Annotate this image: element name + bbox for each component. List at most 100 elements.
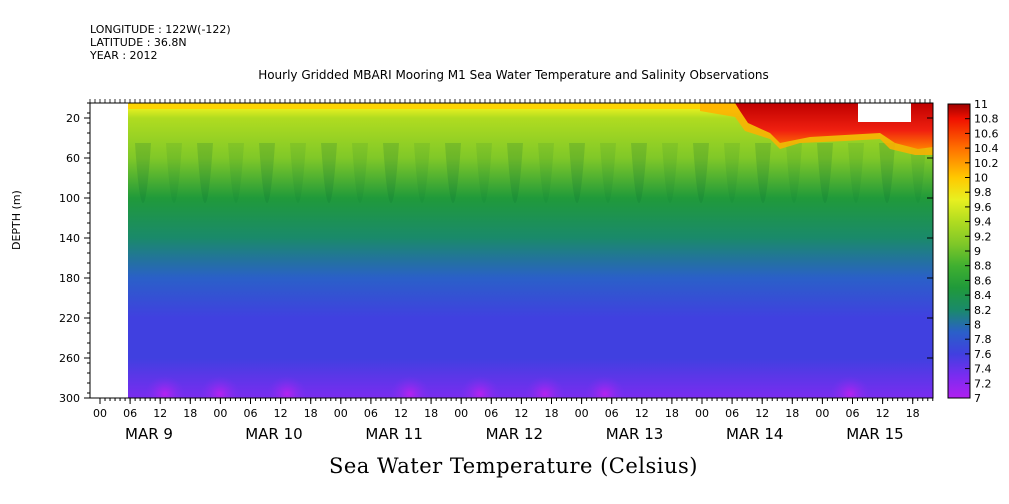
- cold-bottom-patch: [200, 376, 240, 398]
- diurnal-plume: [290, 143, 306, 203]
- colorbar-tick-label: 8.2: [974, 304, 992, 317]
- axes: 20 60 100 140 180 220 260 300 00 06 12 18 00 06 12 18 00…: [59, 99, 934, 443]
- colorbar-tick-label: 8.4: [974, 289, 992, 302]
- x-tick-label: 06: [123, 407, 137, 420]
- diurnal-plume: [414, 143, 430, 203]
- colorbar-tick-label: 9.6: [974, 201, 992, 214]
- diurnal-plume: [166, 143, 182, 203]
- x-tick-label: 06: [725, 407, 739, 420]
- x-tick-label: 00: [695, 407, 709, 420]
- colorbar-tick-label: 9.2: [974, 230, 992, 243]
- colorbar-tick-label: 8: [974, 319, 981, 332]
- diurnal-plume: [631, 143, 647, 203]
- diurnal-plume: [228, 143, 244, 203]
- day-label: MAR 14: [726, 425, 783, 443]
- cold-bottom-patch: [460, 376, 500, 398]
- y-tick-label: 300: [59, 392, 80, 405]
- x-tick-label: 00: [575, 407, 589, 420]
- y-tick-label: 140: [59, 232, 80, 245]
- x-tick-label: 06: [364, 407, 378, 420]
- colorbar-tick-label: 10.8: [974, 113, 999, 126]
- colorbar-tick-label: 7.2: [974, 377, 992, 390]
- colorbar-tick-label: 10.6: [974, 127, 999, 140]
- colorbar-tick-label: 9.8: [974, 186, 992, 199]
- diurnal-plume: [197, 143, 213, 203]
- x-tick-label: 18: [304, 407, 318, 420]
- cold-bottom-patch: [525, 376, 565, 398]
- x-tick-label: 00: [93, 407, 107, 420]
- diurnal-plume: [569, 143, 585, 203]
- year-label: YEAR : 2012: [90, 49, 158, 62]
- x-tick-label: 18: [183, 407, 197, 420]
- colorbar-tick-label: 7.4: [974, 363, 992, 376]
- x-tick-label: 12: [755, 407, 769, 420]
- x-tick-label: 00: [454, 407, 468, 420]
- colorbar-tick-label: 10.2: [974, 157, 999, 170]
- colorbar-tick-label: 9: [974, 245, 981, 258]
- x-tick-label: 06: [605, 407, 619, 420]
- x-tick-label: 00: [334, 407, 348, 420]
- diurnal-plume: [445, 143, 461, 203]
- x-tick-label: 18: [545, 407, 559, 420]
- y-tick-label: 100: [59, 192, 80, 205]
- day-label: MAR 11: [365, 425, 422, 443]
- diurnal-plume: [135, 143, 151, 203]
- x-tick-label: 12: [514, 407, 528, 420]
- diurnal-plume: [910, 143, 926, 203]
- x-tick-label: 12: [876, 407, 890, 420]
- x-tick-label: 18: [906, 407, 920, 420]
- diurnal-plume: [662, 143, 678, 203]
- heatmap-field: [128, 103, 933, 398]
- y-tick-label: 20: [66, 112, 80, 125]
- cold-bottom-patch: [145, 376, 185, 398]
- x-tick-label: 00: [213, 407, 227, 420]
- diurnal-plume: [600, 143, 616, 203]
- diurnal-plume: [321, 143, 337, 203]
- x-tick-label: 12: [394, 407, 408, 420]
- cold-bottom-patch: [390, 376, 430, 398]
- x-tick-label: 00: [815, 407, 829, 420]
- colorbar-tick-label: 11: [974, 98, 988, 111]
- colorbar-tick-label: 10: [974, 172, 988, 185]
- x-tick-label: 12: [274, 407, 288, 420]
- colorbar-tick-label: 10.4: [974, 142, 999, 155]
- cold-bottom-patch: [267, 376, 307, 398]
- colorbar-tick-label: 8.8: [974, 260, 992, 273]
- colorbar-tick-label: 8.6: [974, 274, 992, 287]
- x-tick-label: 18: [785, 407, 799, 420]
- diurnal-plume: [383, 143, 399, 203]
- diurnal-plume: [755, 143, 771, 203]
- x-tick-label: 12: [153, 407, 167, 420]
- day-label: MAR 10: [245, 425, 302, 443]
- day-label: MAR 15: [846, 425, 903, 443]
- chart-title: Hourly Gridded MBARI Mooring M1 Sea Wate…: [258, 68, 769, 82]
- x-tick-label: 06: [846, 407, 860, 420]
- y-tick-label: 180: [59, 272, 80, 285]
- x-tick-label: 06: [484, 407, 498, 420]
- x-tick-label: 18: [665, 407, 679, 420]
- diurnal-plume: [879, 143, 895, 203]
- cold-bottom-patch: [585, 376, 625, 398]
- colorbar-title: Sea Water Temperature (Celsius): [328, 454, 698, 478]
- diurnal-plume: [817, 143, 833, 203]
- colorbar-tick-label: 7.8: [974, 333, 992, 346]
- colorbar-tick-label: 7.6: [974, 348, 992, 361]
- day-label: MAR 9: [125, 425, 173, 443]
- diurnal-plume: [693, 143, 709, 203]
- latitude-label: LATITUDE : 36.8N: [90, 36, 187, 49]
- diurnal-plume: [848, 143, 864, 203]
- diurnal-plume: [507, 143, 523, 203]
- cold-bottom-patch: [830, 376, 870, 398]
- missing-data-patch: [858, 103, 911, 122]
- colorbar: 11 10.810.6 10.4 10.2 109.8 9.6 9.49.2 9 8.88.6 8…: [947, 98, 999, 405]
- day-label: MAR 13: [606, 425, 663, 443]
- y-tick-label: 220: [59, 312, 80, 325]
- x-tick-label: 12: [635, 407, 649, 420]
- y-tick-label: 260: [59, 352, 80, 365]
- x-tick-label: 06: [244, 407, 258, 420]
- diurnal-plume: [724, 143, 740, 203]
- diurnal-plume: [259, 143, 275, 203]
- temperature-field: [128, 103, 933, 398]
- diurnal-plume: [786, 143, 802, 203]
